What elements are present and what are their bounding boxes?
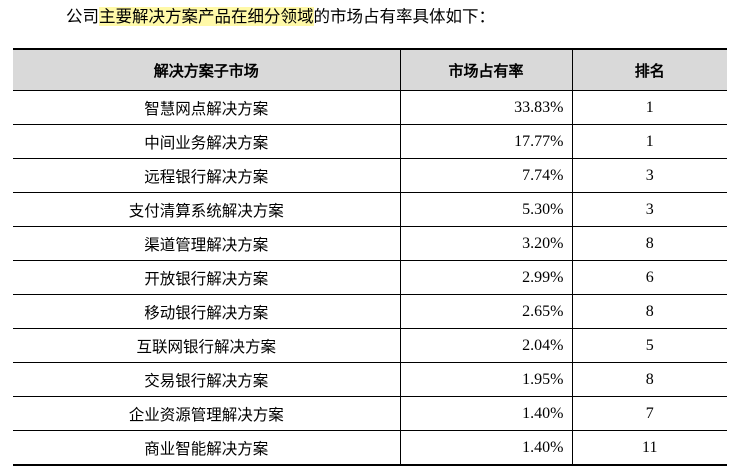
cell-share: 2.04% (400, 329, 572, 363)
header-rank: 排名 (572, 49, 727, 91)
table-body: 智慧网点解决方案 33.83% 1 中间业务解决方案 17.77% 1 远程银行… (13, 91, 727, 466)
cell-rank: 7 (572, 397, 727, 431)
cell-share: 33.83% (400, 91, 572, 125)
cell-segment: 中间业务解决方案 (13, 125, 400, 159)
cell-share: 2.99% (400, 261, 572, 295)
cell-rank: 5 (572, 329, 727, 363)
cell-rank: 3 (572, 159, 727, 193)
cell-rank: 1 (572, 91, 727, 125)
cell-segment: 移动银行解决方案 (13, 295, 400, 329)
market-share-table: 解决方案子市场 市场占有率 排名 智慧网点解决方案 33.83% 1 中间业务解… (13, 48, 727, 466)
cell-segment: 企业资源管理解决方案 (13, 397, 400, 431)
cell-segment: 开放银行解决方案 (13, 261, 400, 295)
table-row: 交易银行解决方案 1.95% 8 (13, 363, 727, 397)
cell-segment: 远程银行解决方案 (13, 159, 400, 193)
header-segment: 解决方案子市场 (13, 49, 400, 91)
table-row: 开放银行解决方案 2.99% 6 (13, 261, 727, 295)
cell-segment: 智慧网点解决方案 (13, 91, 400, 125)
table-row: 支付清算系统解决方案 5.30% 3 (13, 193, 727, 227)
cell-share: 1.40% (400, 431, 572, 466)
table-row: 中间业务解决方案 17.77% 1 (13, 125, 727, 159)
cell-rank: 8 (572, 227, 727, 261)
intro-text-before: 公司 (66, 7, 99, 26)
cell-share: 7.74% (400, 159, 572, 193)
cell-rank: 3 (572, 193, 727, 227)
cell-rank: 8 (572, 363, 727, 397)
cell-segment: 商业智能解决方案 (13, 431, 400, 466)
intro-sentence: 公司主要解决方案产品在细分领域的市场占有率具体如下： (66, 4, 495, 30)
cell-segment: 互联网银行解决方案 (13, 329, 400, 363)
market-share-table-container: 解决方案子市场 市场占有率 排名 智慧网点解决方案 33.83% 1 中间业务解… (13, 48, 727, 466)
intro-highlighted-text: 主要解决方案产品在细分领域 (99, 7, 314, 26)
header-row: 解决方案子市场 市场占有率 排名 (13, 49, 727, 91)
cell-segment: 支付清算系统解决方案 (13, 193, 400, 227)
cell-share: 1.40% (400, 397, 572, 431)
cell-rank: 11 (572, 431, 727, 466)
intro-text-after: 的市场占有率具体如下： (314, 7, 496, 26)
cell-segment: 交易银行解决方案 (13, 363, 400, 397)
header-share: 市场占有率 (400, 49, 572, 91)
table-row: 移动银行解决方案 2.65% 8 (13, 295, 727, 329)
table-row: 智慧网点解决方案 33.83% 1 (13, 91, 727, 125)
table-row: 商业智能解决方案 1.40% 11 (13, 431, 727, 466)
cell-rank: 6 (572, 261, 727, 295)
cell-rank: 8 (572, 295, 727, 329)
cell-share: 5.30% (400, 193, 572, 227)
cell-share: 2.65% (400, 295, 572, 329)
cell-share: 3.20% (400, 227, 572, 261)
table-row: 互联网银行解决方案 2.04% 5 (13, 329, 727, 363)
table-row: 企业资源管理解决方案 1.40% 7 (13, 397, 727, 431)
table-row: 远程银行解决方案 7.74% 3 (13, 159, 727, 193)
cell-share: 1.95% (400, 363, 572, 397)
table-row: 渠道管理解决方案 3.20% 8 (13, 227, 727, 261)
cell-segment: 渠道管理解决方案 (13, 227, 400, 261)
table-header: 解决方案子市场 市场占有率 排名 (13, 49, 727, 91)
cell-rank: 1 (572, 125, 727, 159)
cell-share: 17.77% (400, 125, 572, 159)
